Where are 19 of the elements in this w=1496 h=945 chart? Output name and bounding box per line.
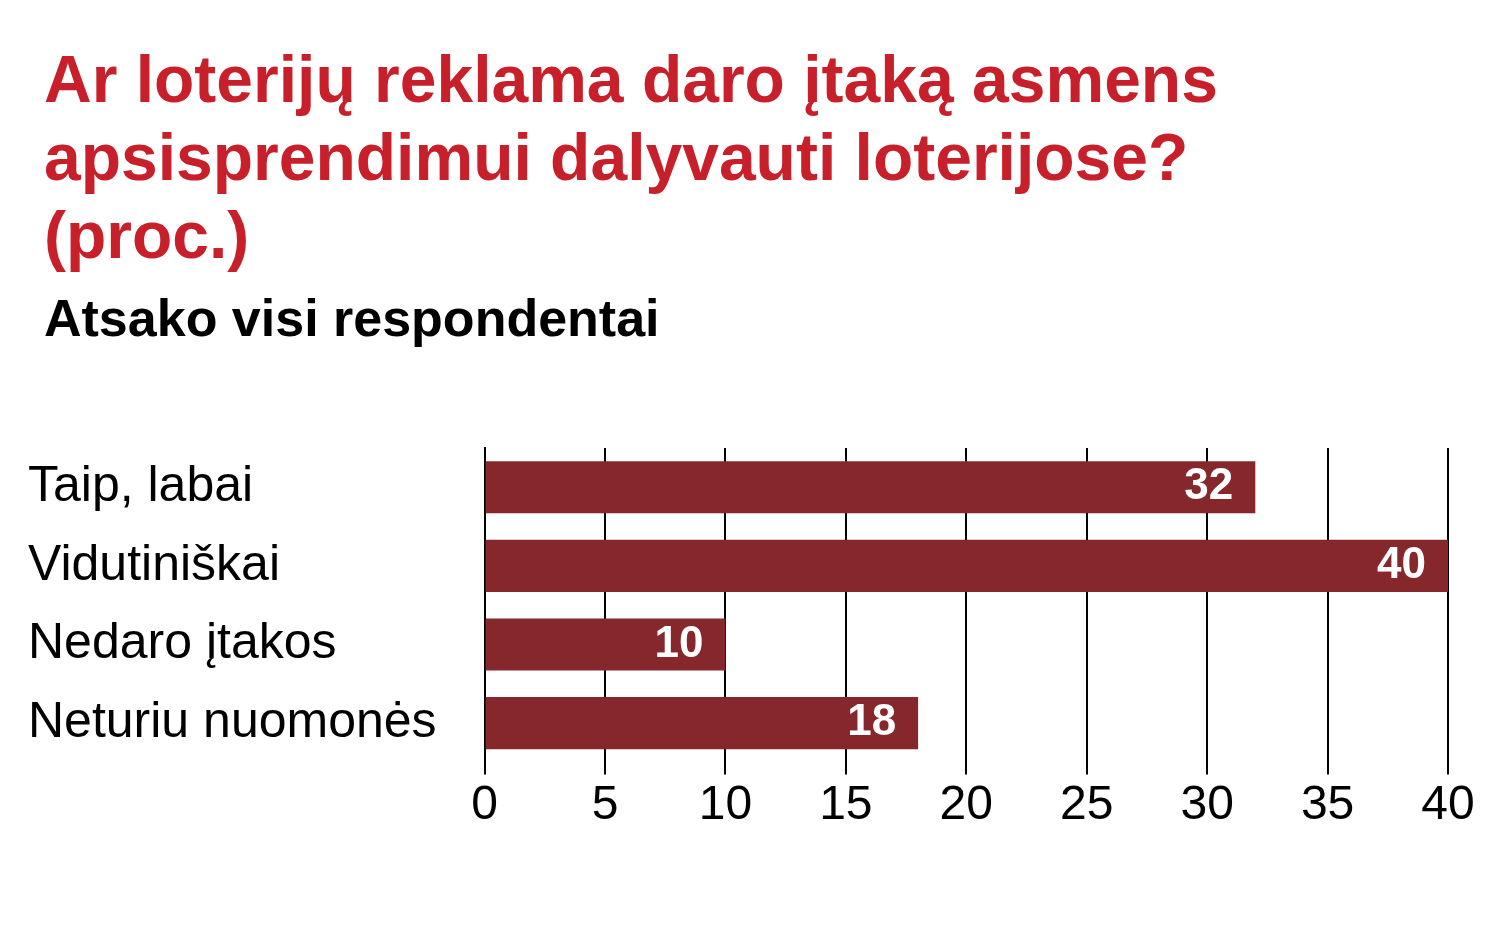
y-tick-label: Taip, labai [28,456,254,513]
x-tick-label: 0 [471,776,498,830]
x-tick-label: 5 [591,776,619,830]
chart-subtitle: Atsako visi respondentai [44,288,661,348]
data-label: 40 [1377,538,1426,588]
x-tick-label: 30 [1180,776,1234,830]
x-tick-label: 15 [819,776,873,830]
data-label: 32 [1184,459,1234,509]
x-tick-label: 20 [939,776,993,830]
x-tick-label: 35 [1300,776,1355,830]
x-tick-label: 40 [1421,776,1475,830]
data-label: 10 [654,616,704,666]
y-tick-label: Vidutiniškai [28,534,281,591]
x-tick-label: 10 [698,776,753,830]
x-tick-label: 25 [1060,776,1114,830]
chart-title: Ar loterijų reklama daro įtaką asmens apsisprendimui dalyvauti loterijose? (proc.) [44,41,1219,274]
y-tick-label: Nedaro įtakos [28,613,337,670]
y-tick-label: Neturiu nuomonės [28,691,437,748]
data-label: 18 [847,695,897,745]
